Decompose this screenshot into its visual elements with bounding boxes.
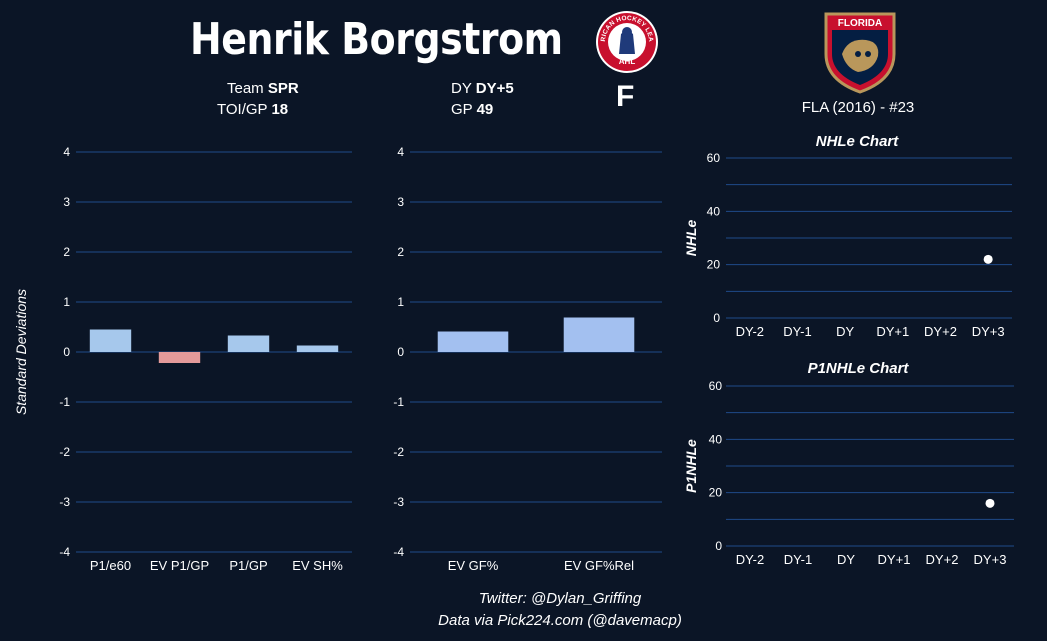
y-tick-label: -4 — [393, 545, 404, 559]
y-tick-label: 4 — [63, 145, 70, 159]
x-tick-label: DY+3 — [972, 324, 1005, 339]
toi-label: TOI/GP — [217, 101, 268, 118]
data-point — [983, 254, 993, 264]
bar — [563, 317, 635, 352]
y-axis-label: Standard Deviations — [13, 289, 29, 415]
data-source: Data via Pick224.com (@davemacp) — [438, 612, 682, 629]
gp-value: 49 — [476, 101, 494, 118]
y-tick-label: -4 — [59, 545, 70, 559]
y-tick-label: 0 — [63, 345, 70, 359]
dy-value: DY+5 — [475, 80, 514, 97]
x-tick-label: DY+2 — [926, 552, 959, 567]
y-tick-label: 2 — [63, 245, 70, 259]
bar — [296, 345, 339, 352]
dy-info: DY DY+5 — [451, 78, 514, 99]
x-tick-label: DY+1 — [876, 324, 909, 339]
team-info: Team SPR — [227, 78, 299, 99]
bar — [227, 335, 270, 352]
y-tick-label: -1 — [59, 395, 70, 409]
position-label: F — [616, 80, 635, 113]
y-tick-label: 1 — [397, 295, 404, 309]
chart-title: NHLe Chart — [816, 133, 900, 150]
ahl-logo: AMERICAN HOCKEY LEAGUE AHL — [595, 10, 658, 73]
x-tick-label: DY+3 — [974, 552, 1007, 567]
x-tick-label: DY-2 — [736, 324, 764, 339]
y-tick-label: 0 — [715, 539, 722, 553]
y-tick-label: 20 — [707, 258, 721, 272]
panthers-logo: FLORIDA — [824, 12, 896, 94]
toi-value: 18 — [271, 101, 289, 118]
ahl-logo-short: AHL — [619, 57, 636, 66]
p1nhle-chart: P1NHLe Chart 60 40 20 0 DY-2 DY-1 DY DY+1 DY+2 DY+… — [683, 360, 1014, 567]
team-value: SPR — [267, 80, 299, 97]
gp-label: GP — [451, 101, 473, 118]
y-axis-label: P1NHLe — [683, 439, 699, 493]
x-tick-label: DY-1 — [783, 324, 811, 339]
y-tick-label: 60 — [709, 379, 723, 393]
x-tick-label: EV P1/GP — [150, 558, 209, 573]
y-tick-label: 2 — [397, 245, 404, 259]
x-tick-label: EV GF% — [448, 558, 499, 573]
y-tick-label: 20 — [709, 486, 723, 500]
dy-label: DY — [451, 80, 472, 97]
x-tick-label: DY-2 — [736, 552, 764, 567]
x-tick-label: DY — [837, 552, 855, 567]
y-tick-label: -1 — [393, 395, 404, 409]
y-tick-label: -2 — [393, 445, 404, 459]
y-tick-label: 40 — [707, 204, 721, 218]
florida-logo-text: FLORIDA — [838, 18, 882, 29]
y-tick-label: -3 — [59, 495, 70, 509]
y-tick-label: 60 — [707, 151, 721, 165]
data-point — [985, 498, 995, 508]
player-name: Henrik Borgstrom — [190, 14, 563, 65]
draft-info: FLA (2016) - #23 — [801, 99, 915, 116]
bar — [89, 329, 132, 352]
y-tick-label: -2 — [59, 445, 70, 459]
twitter-credit: Twitter: @Dylan_Griffing — [478, 590, 642, 607]
gp-info: GP 49 — [451, 99, 493, 120]
x-tick-label: DY — [836, 324, 854, 339]
y-tick-label: 0 — [713, 311, 720, 325]
x-tick-label: P1/GP — [229, 558, 267, 573]
y-tick-label: 4 — [397, 145, 404, 159]
y-tick-label: 3 — [63, 195, 70, 209]
bar — [158, 352, 201, 363]
chevron-down-icon[interactable]: ▼ — [534, 30, 546, 44]
x-tick-label: DY+1 — [878, 552, 911, 567]
y-tick-label: 1 — [63, 295, 70, 309]
y-tick-label: 3 — [397, 195, 404, 209]
toi-info: TOI/GP 18 — [217, 99, 288, 120]
y-axis-label: NHLe — [683, 220, 699, 257]
x-tick-label: DY+2 — [924, 324, 957, 339]
y-tick-label: -3 — [393, 495, 404, 509]
y-tick-label: 0 — [397, 345, 404, 359]
nhle-chart: NHLe Chart 60 40 20 0 DY-2 DY-1 DY DY+1 DY+2 DY+3 N… — [683, 133, 1012, 339]
chart-title: P1NHLe Chart — [808, 360, 910, 377]
x-tick-label: EV SH% — [292, 558, 343, 573]
team-label: Team — [227, 80, 264, 97]
x-tick-label: P1/e60 — [90, 558, 131, 573]
y-tick-label: 40 — [709, 432, 723, 446]
onice-chart: 4 3 2 1 0 -1 -2 -3 -4 EV GF% EV GF%Rel — [393, 145, 662, 573]
x-tick-label: DY-1 — [784, 552, 812, 567]
x-tick-label: EV GF%Rel — [564, 558, 634, 573]
bar — [437, 331, 509, 352]
production-chart: 4 3 2 1 0 -1 -2 -3 -4 P1/e60 EV P1/GP P1/GP EV SH% St… — [13, 145, 352, 573]
footer: Twitter: @Dylan_Griffing Data via Pick22… — [400, 588, 720, 632]
